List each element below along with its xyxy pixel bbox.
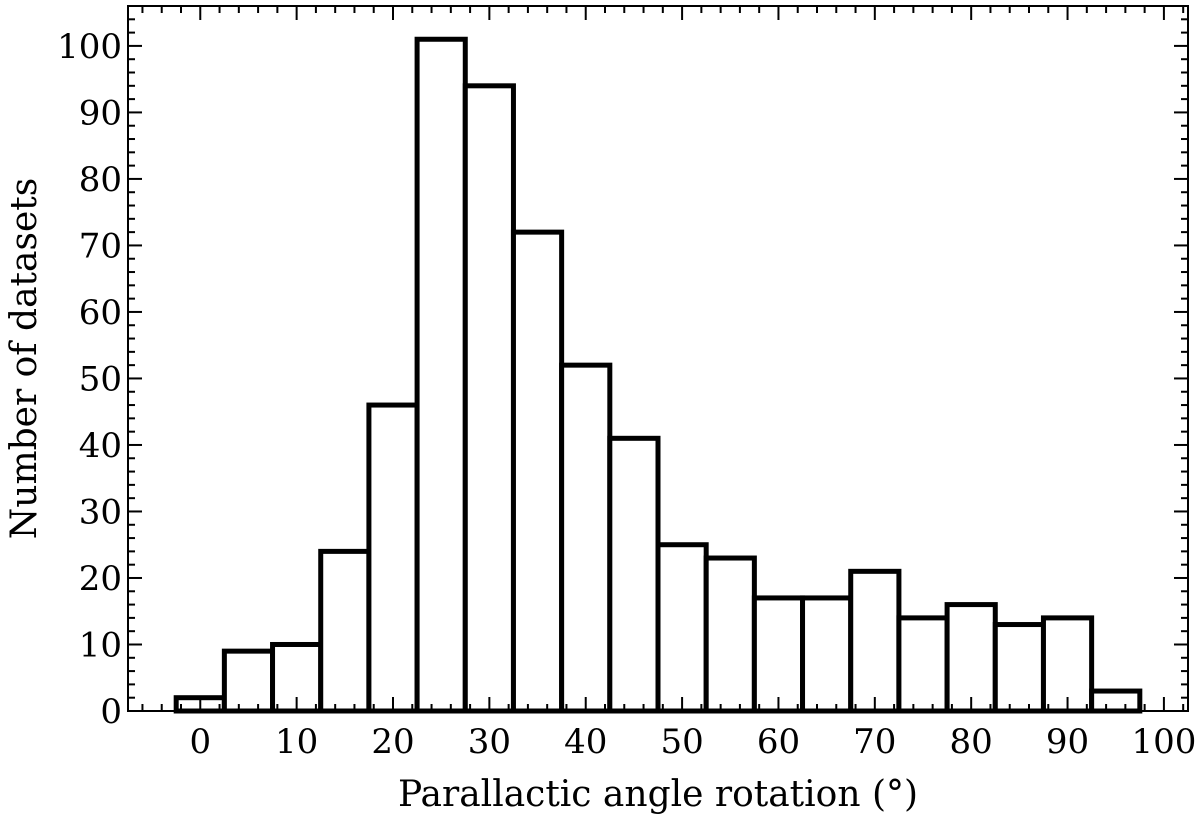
y-tick-label: 30 <box>79 492 122 532</box>
histogram-bar <box>221 648 276 714</box>
histogram-bar <box>751 595 806 714</box>
histogram-bar <box>703 555 757 714</box>
x-tick-label: 0 <box>189 722 211 762</box>
x-tick-label: 10 <box>275 722 318 762</box>
x-tick-label: 80 <box>950 722 993 762</box>
y-tick-label: 40 <box>79 426 122 466</box>
x-axis-label: Parallactic angle rotation (°) <box>398 774 918 815</box>
x-tick-label: 60 <box>757 722 800 762</box>
y-tick-label: 80 <box>79 160 122 200</box>
histogram-bar <box>414 36 468 714</box>
histogram-bar <box>366 402 420 714</box>
ticks-group: 0 10 20 30 40 50 60 70 80 90 100 0 10 20 30 40 50 60 70 80 9… <box>57 5 1196 762</box>
histogram-bar <box>848 568 902 714</box>
histogram-bar <box>1089 688 1143 714</box>
y-tick-label: 90 <box>79 93 122 133</box>
histogram-bar <box>559 362 613 714</box>
histogram-bar <box>510 229 565 714</box>
histogram-bar <box>1040 615 1095 714</box>
x-tick-label: 50 <box>660 722 703 762</box>
x-tick-label: 40 <box>564 722 607 762</box>
x-tick-label: 20 <box>371 722 414 762</box>
histogram-bar <box>462 83 516 714</box>
histogram-bar <box>318 548 372 714</box>
plot-frame <box>127 5 1189 712</box>
bars-group <box>173 36 1143 714</box>
histogram-bar <box>607 435 661 714</box>
x-tick-label: 30 <box>468 722 511 762</box>
histogram-bar <box>270 641 324 714</box>
y-tick-label: 60 <box>79 293 122 333</box>
y-axis-label: Number of datasets <box>4 178 45 539</box>
x-tick-label: 70 <box>853 722 896 762</box>
histogram-bar <box>800 595 854 714</box>
histogram-bar <box>896 615 950 714</box>
y-tick-label: 70 <box>79 226 122 266</box>
y-tick-label: 10 <box>79 625 122 665</box>
y-tick-label: 50 <box>79 359 122 399</box>
histogram-bar <box>992 622 1046 714</box>
x-tick-label: 90 <box>1046 722 1089 762</box>
y-tick-label: 0 <box>100 692 122 732</box>
histogram-bar <box>655 542 709 714</box>
histogram-bar <box>944 602 998 714</box>
y-tick-label: 100 <box>57 27 122 67</box>
x-tick-label: 100 <box>1131 722 1196 762</box>
y-tick-label: 20 <box>79 559 122 599</box>
